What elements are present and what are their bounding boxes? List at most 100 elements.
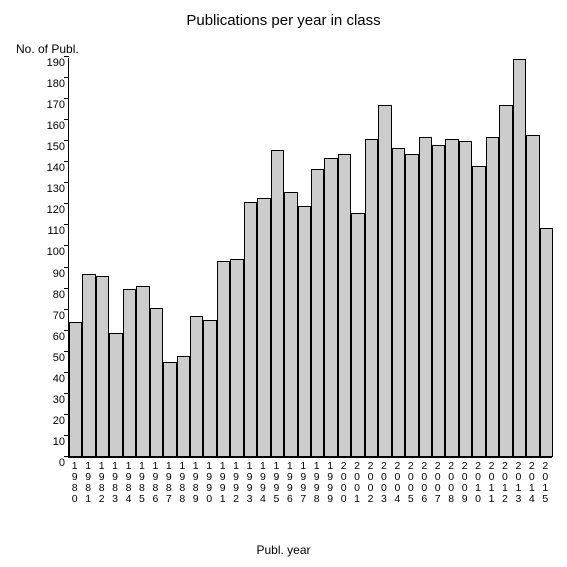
x-tick-label: 1 9 8 4 bbox=[123, 461, 135, 505]
bar bbox=[459, 141, 472, 457]
chart-container: Publications per year in class No. of Pu… bbox=[0, 0, 567, 567]
plot-area: 0102030405060708090100110120130140150160… bbox=[68, 58, 552, 458]
x-tick-label: 1 9 8 7 bbox=[163, 461, 175, 505]
y-tick-mark bbox=[64, 456, 69, 457]
x-tick-label: 1 9 9 7 bbox=[297, 461, 309, 505]
y-tick-label: 130 bbox=[33, 183, 65, 195]
y-tick-mark bbox=[64, 351, 69, 352]
x-tick-label: 1 9 9 8 bbox=[311, 461, 323, 505]
x-tick-label: 1 9 8 2 bbox=[96, 461, 108, 505]
bar bbox=[486, 137, 499, 457]
x-tick-label: 2 0 0 1 bbox=[351, 461, 363, 505]
bar bbox=[230, 259, 243, 457]
y-tick-label: 110 bbox=[33, 225, 65, 237]
x-tick-label: 1 9 8 3 bbox=[109, 461, 121, 505]
y-tick-mark bbox=[64, 182, 69, 183]
y-tick-label: 150 bbox=[33, 141, 65, 153]
x-tick-label: 2 0 1 1 bbox=[486, 461, 498, 505]
x-tick-label: 1 9 8 6 bbox=[149, 461, 161, 505]
x-tick-label: 1 9 9 4 bbox=[257, 461, 269, 505]
y-tick-mark bbox=[64, 77, 69, 78]
x-tick-label: 2 0 0 9 bbox=[459, 461, 471, 505]
bar bbox=[311, 169, 324, 457]
y-tick-mark bbox=[64, 309, 69, 310]
x-tick-label: 2 0 1 0 bbox=[472, 461, 484, 505]
bar bbox=[392, 148, 405, 457]
y-tick-label: 190 bbox=[33, 57, 65, 69]
x-tick-label: 1 9 9 9 bbox=[324, 461, 336, 505]
x-tick-label: 1 9 9 3 bbox=[244, 461, 256, 505]
y-tick-mark bbox=[64, 119, 69, 120]
y-tick-mark bbox=[64, 393, 69, 394]
y-tick-label: 50 bbox=[33, 352, 65, 364]
x-ticks: 1 9 8 01 9 8 11 9 8 21 9 8 31 9 8 41 9 8… bbox=[68, 459, 552, 511]
y-tick-mark bbox=[64, 98, 69, 99]
bar bbox=[298, 206, 311, 457]
bar bbox=[351, 213, 364, 457]
x-tick-label: 2 0 0 0 bbox=[338, 461, 350, 505]
x-tick-label: 2 0 0 2 bbox=[365, 461, 377, 505]
y-tick-label: 20 bbox=[33, 415, 65, 427]
x-tick-label: 1 9 8 8 bbox=[176, 461, 188, 505]
x-tick-label: 1 9 9 1 bbox=[217, 461, 229, 505]
bar bbox=[472, 166, 485, 457]
y-tick-label: 180 bbox=[33, 78, 65, 90]
bar bbox=[109, 333, 122, 457]
y-tick-mark bbox=[64, 140, 69, 141]
y-tick-mark bbox=[64, 203, 69, 204]
y-tick-label: 140 bbox=[33, 162, 65, 174]
y-tick-mark bbox=[64, 267, 69, 268]
bar bbox=[163, 362, 176, 457]
x-tick-label: 1 9 9 6 bbox=[284, 461, 296, 505]
x-tick-label: 1 9 8 5 bbox=[136, 461, 148, 505]
bar bbox=[217, 261, 230, 457]
bar bbox=[405, 154, 418, 457]
y-tick-mark bbox=[64, 288, 69, 289]
bar bbox=[324, 158, 337, 457]
y-tick-label: 100 bbox=[33, 246, 65, 258]
y-tick-mark bbox=[64, 161, 69, 162]
x-tick-label: 2 0 0 5 bbox=[405, 461, 417, 505]
x-tick-label: 2 0 0 3 bbox=[378, 461, 390, 505]
y-tick-label: 80 bbox=[33, 289, 65, 301]
x-tick-label: 1 9 9 0 bbox=[203, 461, 215, 505]
bar bbox=[526, 135, 539, 457]
bar bbox=[284, 192, 297, 457]
y-tick-label: 40 bbox=[33, 373, 65, 385]
x-tick-label: 1 9 8 1 bbox=[82, 461, 94, 505]
y-tick-label: 70 bbox=[33, 310, 65, 322]
bar bbox=[378, 105, 391, 457]
bar bbox=[150, 308, 163, 457]
chart-title: Publications per year in class bbox=[0, 12, 567, 29]
x-tick-label: 1 9 8 0 bbox=[69, 461, 81, 505]
bar bbox=[540, 228, 553, 457]
bar bbox=[499, 105, 512, 457]
x-tick-label: 2 0 1 3 bbox=[512, 461, 524, 505]
bar bbox=[365, 139, 378, 457]
y-tick-mark bbox=[64, 56, 69, 57]
bar bbox=[513, 59, 526, 457]
x-tick-label: 2 0 0 7 bbox=[432, 461, 444, 505]
y-tick-label: 120 bbox=[33, 204, 65, 216]
y-tick-label: 30 bbox=[33, 394, 65, 406]
x-tick-label: 2 0 0 8 bbox=[445, 461, 457, 505]
bar bbox=[190, 316, 203, 457]
bars-layer bbox=[69, 58, 552, 457]
x-tick-label: 2 0 0 4 bbox=[391, 461, 403, 505]
bar bbox=[244, 202, 257, 457]
y-tick-label: 170 bbox=[33, 99, 65, 111]
x-tick-label: 2 0 1 5 bbox=[539, 461, 551, 505]
bar bbox=[432, 145, 445, 457]
x-tick-label: 2 0 1 2 bbox=[499, 461, 511, 505]
bar bbox=[257, 198, 270, 457]
y-tick-mark bbox=[64, 330, 69, 331]
bar bbox=[445, 139, 458, 457]
bar bbox=[203, 320, 216, 457]
y-tick-mark bbox=[64, 224, 69, 225]
y-tick-mark bbox=[64, 245, 69, 246]
y-tick-label: 10 bbox=[33, 436, 65, 448]
x-tick-label: 1 9 9 2 bbox=[230, 461, 242, 505]
bar bbox=[419, 137, 432, 457]
bar bbox=[271, 150, 284, 457]
x-tick-label: 2 0 1 4 bbox=[526, 461, 538, 505]
